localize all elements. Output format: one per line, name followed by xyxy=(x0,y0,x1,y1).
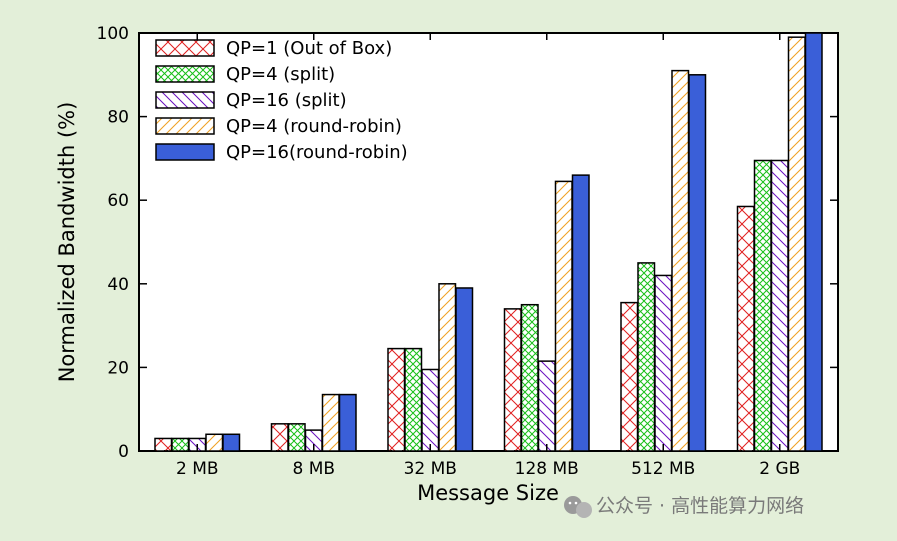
bar-2gb-series-5 xyxy=(804,32,823,452)
legend-swatch-5 xyxy=(155,143,215,161)
bar-2mb-series-2 xyxy=(171,437,190,452)
bar-8mb-series-1 xyxy=(270,423,289,452)
x-axis-title: Message Size xyxy=(417,481,559,505)
bar-2gb-series-1 xyxy=(736,205,755,452)
bar-32mb-series-3 xyxy=(421,368,440,452)
y-tick-label: 20 xyxy=(107,358,129,378)
bar-512mb-series-5 xyxy=(688,74,707,452)
bar-512mb-series-2 xyxy=(637,262,656,452)
bar-128mb-series-4 xyxy=(554,180,573,452)
legend: QP=1 (Out of Box) QP=4 (split) QP=16 (spli… xyxy=(155,38,408,163)
bar-512mb-series-4 xyxy=(671,69,690,452)
x-tick-label: 2 MB xyxy=(176,459,219,479)
x-tick-label: 128 MB xyxy=(515,459,579,479)
legend-swatch-2 xyxy=(155,65,215,83)
bar-2mb-series-1 xyxy=(154,437,173,452)
legend-label-3: QP=16 (split) xyxy=(226,90,347,111)
bar-2gb-series-4 xyxy=(787,36,806,452)
watermark: 公众号 · 高性能算力网络 xyxy=(564,495,804,518)
bar-2mb-series-5 xyxy=(222,433,241,452)
bar-128mb-series-2 xyxy=(520,303,539,452)
bar-2gb-series-2 xyxy=(753,159,772,452)
bar-32mb-series-1 xyxy=(387,347,406,452)
legend-swatch-1 xyxy=(155,39,215,57)
x-tick-label: 8 MB xyxy=(292,459,335,479)
legend-swatch-3 xyxy=(155,91,215,109)
y-tick-label: 100 xyxy=(97,24,129,44)
axes-layer: 0 20 40 60 80 100 2 MB 8 MB 32 MB 128 MB 512 MB 2 G… xyxy=(97,24,838,479)
watermark-text: 公众号 · 高性能算力网络 xyxy=(596,495,804,517)
legend-label-1: QP=1 (Out of Box) xyxy=(226,38,392,59)
x-tick-label: 2 GB xyxy=(759,459,800,479)
legend-label-4: QP=4 (round-robin) xyxy=(226,116,402,137)
bar-32mb-series-2 xyxy=(404,347,423,452)
y-tick-label: 40 xyxy=(107,275,129,295)
x-tick-label: 32 MB xyxy=(404,459,457,479)
plot-frame xyxy=(138,32,839,452)
wechat-icon xyxy=(564,496,592,518)
y-tick-label: 80 xyxy=(107,108,129,128)
bar-8mb-series-5 xyxy=(338,393,357,452)
x-tick-label: 512 MB xyxy=(631,459,695,479)
bar-512mb-series-3 xyxy=(654,274,673,452)
bar-128mb-series-1 xyxy=(503,308,522,452)
legend-label-5: QP=16(round-robin) xyxy=(226,142,408,163)
y-tick-label: 60 xyxy=(107,191,129,211)
y-tick-label: 0 xyxy=(118,442,129,462)
legend-label-2: QP=4 (split) xyxy=(226,64,335,85)
legend-swatch-4 xyxy=(155,117,215,135)
bars-layer xyxy=(154,32,823,452)
y-axis-title: Normalized Bandwidth (%) xyxy=(55,102,79,383)
bar-512mb-series-1 xyxy=(620,301,639,452)
bar-2mb-series-4 xyxy=(205,433,224,452)
bar-8mb-series-2 xyxy=(287,423,306,452)
bar-128mb-series-3 xyxy=(537,360,556,452)
bar-2gb-series-3 xyxy=(770,159,789,452)
bar-8mb-series-4 xyxy=(321,393,340,452)
bar-128mb-series-5 xyxy=(571,174,590,452)
bar-32mb-series-5 xyxy=(455,287,474,452)
bar-32mb-series-4 xyxy=(438,283,457,452)
